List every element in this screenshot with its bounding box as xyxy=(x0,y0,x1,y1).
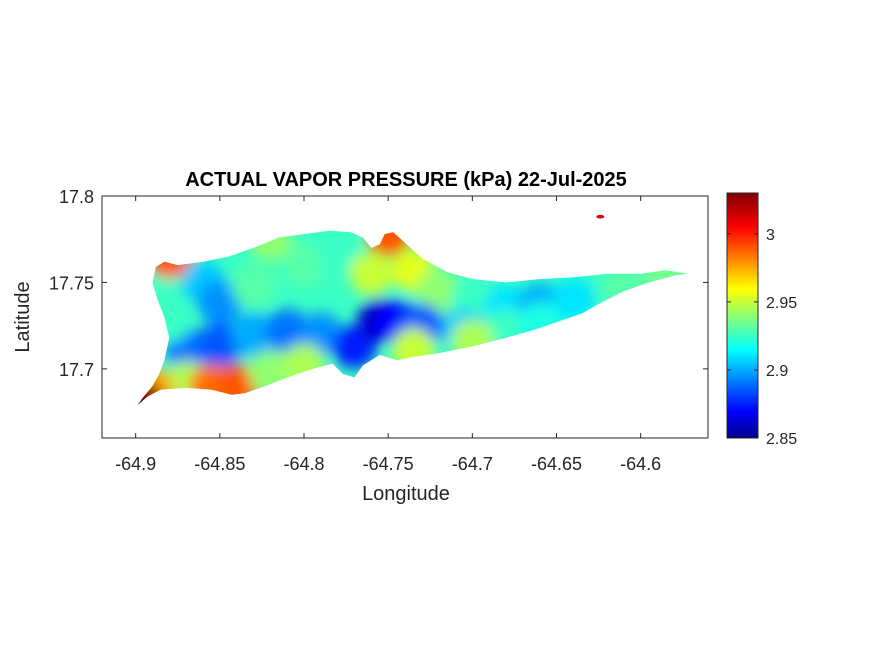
field-sample xyxy=(197,322,242,367)
y-tick-label: 17.8 xyxy=(59,187,94,207)
x-tick-label: -64.75 xyxy=(363,454,414,474)
isolated-sample-point xyxy=(596,214,605,219)
field-sample xyxy=(231,263,276,308)
x-axis-label: Longitude xyxy=(362,483,450,505)
colorbar-tick-label: 2.95 xyxy=(766,295,797,312)
x-tick-label: -64.6 xyxy=(620,454,661,474)
x-tick-label: -64.85 xyxy=(194,454,245,474)
field-sample xyxy=(551,277,596,322)
y-tick-label: 17.75 xyxy=(49,273,94,293)
field-sample xyxy=(231,312,276,357)
field-sample xyxy=(282,243,326,288)
field-sample xyxy=(137,379,163,406)
y-axis-label: Latitude xyxy=(12,281,34,352)
chart-title: ACTUAL VAPOR PRESSURE (kPa) 22-Jul-2025 xyxy=(185,169,627,191)
isolated-points xyxy=(596,214,605,219)
x-tick-label: -64.7 xyxy=(452,454,493,474)
colorbar-ticks: 2.85 2.9 2.95 3 xyxy=(727,227,797,448)
plot-axes-box xyxy=(101,195,709,439)
y-axis-ticks: 17.7 17.75 17.8 xyxy=(49,187,708,380)
colorbar-tick-label: 3 xyxy=(766,227,775,244)
x-tick-label: -64.65 xyxy=(531,454,582,474)
x-axis-ticks: -64.9 -64.85 -64.8 -64.75 -64.7 -64.65 -64.6 xyxy=(115,196,661,474)
field-sample xyxy=(416,269,461,314)
colorbar-tick-label: 2.85 xyxy=(766,431,797,448)
field-sample xyxy=(349,251,394,296)
colorbar xyxy=(726,192,759,439)
field-sample xyxy=(197,281,242,326)
x-tick-label: -64.9 xyxy=(115,454,156,474)
colorbar-tick-label: 2.9 xyxy=(766,363,788,380)
field-sample xyxy=(265,308,310,353)
y-tick-label: 17.7 xyxy=(59,360,94,380)
x-tick-label: -64.8 xyxy=(283,454,324,474)
field-sample xyxy=(315,230,360,274)
